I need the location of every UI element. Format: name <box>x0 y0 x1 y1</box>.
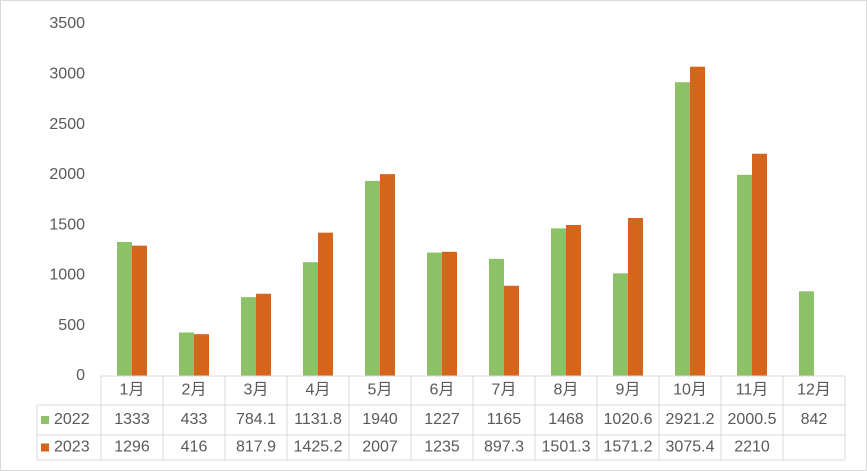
x-tick-label: 12月 <box>797 382 831 399</box>
bar <box>737 174 752 376</box>
table-value: 1940 <box>362 411 398 428</box>
bar <box>117 241 132 376</box>
bar <box>365 180 380 376</box>
bar <box>427 252 442 376</box>
bar <box>551 228 566 376</box>
y-tick-label: 1500 <box>49 216 85 233</box>
bar <box>380 174 395 376</box>
bar <box>179 332 194 376</box>
y-tick-label: 500 <box>58 317 85 334</box>
bar <box>442 251 457 376</box>
x-tick-label: 1月 <box>120 382 145 399</box>
table-value: 2000.5 <box>728 411 777 428</box>
table-value: 1227 <box>424 411 460 428</box>
legend-label: 2022 <box>54 411 90 428</box>
legend-marker <box>41 416 49 424</box>
bar <box>628 217 643 376</box>
y-tick-label: 1000 <box>49 267 85 284</box>
bar <box>256 293 271 376</box>
bar <box>675 82 690 376</box>
bar <box>132 245 147 376</box>
x-tick-label: 9月 <box>616 382 641 399</box>
table-value: 2921.2 <box>666 411 715 428</box>
table-value: 433 <box>181 411 208 428</box>
bar <box>504 285 519 376</box>
y-tick-label: 3000 <box>49 66 85 83</box>
bar <box>489 258 504 376</box>
x-tick-label: 10月 <box>673 382 707 399</box>
table-value: 1468 <box>548 411 584 428</box>
table-value: 3075.4 <box>666 439 715 456</box>
table-value: 1571.2 <box>604 439 653 456</box>
table-value: 1165 <box>487 411 522 428</box>
bar <box>241 297 256 376</box>
y-tick-label: 2500 <box>49 116 85 133</box>
table-value: 1235 <box>424 439 460 456</box>
legend-marker <box>41 443 49 452</box>
table-value: 1296 <box>114 439 150 456</box>
bar <box>566 225 581 376</box>
table-value: 416 <box>181 439 208 456</box>
table-value: 2007 <box>362 439 398 456</box>
x-tick-label: 5月 <box>368 382 393 399</box>
table-value: 784.1 <box>236 411 276 428</box>
legend-label: 2023 <box>54 439 90 456</box>
x-tick-label: 6月 <box>430 382 455 399</box>
bar <box>690 66 705 376</box>
x-tick-label: 8月 <box>554 382 579 399</box>
table-value: 1425.2 <box>294 439 343 456</box>
bar <box>194 334 209 376</box>
table-value: 1020.6 <box>604 411 653 428</box>
bar <box>799 291 814 376</box>
y-tick-label: 3500 <box>49 15 85 32</box>
x-tick-label: 2月 <box>182 382 207 399</box>
table-value: 842 <box>801 411 828 428</box>
bar <box>613 273 628 376</box>
x-tick-label: 11月 <box>736 382 769 399</box>
table-value: 1131.8 <box>294 411 342 428</box>
y-tick-label: 2000 <box>49 166 85 183</box>
x-tick-label: 4月 <box>306 382 331 399</box>
bar <box>303 262 318 376</box>
x-tick-label: 7月 <box>492 382 517 399</box>
x-tick-label: 3月 <box>244 382 269 399</box>
table-value: 817.9 <box>236 439 276 456</box>
table-value: 1501.3 <box>542 439 591 456</box>
bar <box>318 232 333 376</box>
bar <box>752 153 767 376</box>
table-value: 2210 <box>734 439 770 456</box>
table-value: 1333 <box>114 411 150 428</box>
y-tick-label: 0 <box>76 367 85 384</box>
table-value: 897.3 <box>484 439 524 456</box>
